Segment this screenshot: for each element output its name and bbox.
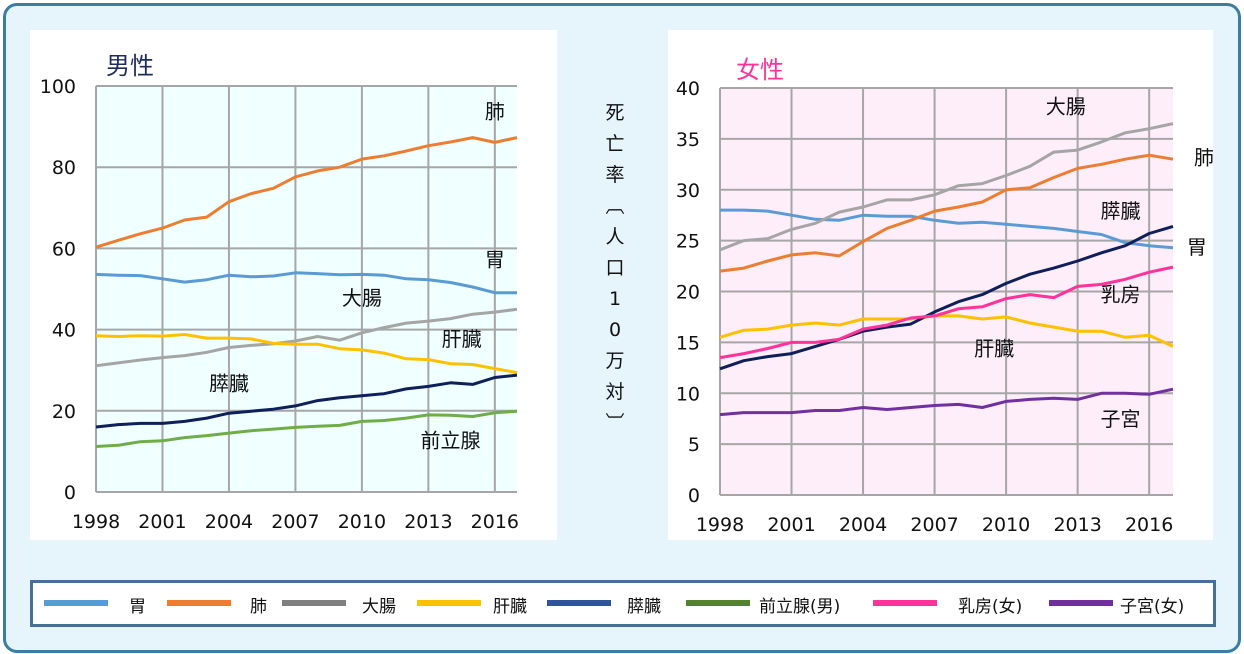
legend-swatch bbox=[282, 600, 346, 606]
legend-label: 乳房(女) bbox=[958, 597, 1023, 617]
x-tick-label: 2001 bbox=[767, 514, 815, 536]
series-annotation: 膵臓 bbox=[209, 372, 249, 396]
x-tick-label: 2010 bbox=[338, 511, 386, 533]
male-chart-panel: 男性 0 20 40 60 80 100 1998 2001 2004 2007 2010 2013 2… bbox=[30, 30, 557, 540]
x-tick-label: 2016 bbox=[471, 511, 519, 533]
series-annotation: 乳房 bbox=[1101, 283, 1141, 307]
y-axis-label-char: 1 bbox=[608, 288, 622, 310]
series-line-前立腺 bbox=[95, 409, 518, 448]
series-line-胃 bbox=[720, 208, 1174, 250]
y-tick-label: 35 bbox=[676, 129, 700, 151]
series-line-肺 bbox=[719, 153, 1174, 273]
legend-label: 子宮(女) bbox=[1120, 597, 1185, 617]
female-chart-title: 女性 bbox=[736, 56, 784, 84]
series-annotation: 肝臓 bbox=[974, 337, 1014, 361]
legend-swatch bbox=[547, 600, 611, 606]
x-tick-label: 2013 bbox=[1053, 514, 1101, 536]
y-axis-label-char: 死 bbox=[605, 102, 625, 124]
y-tick-label: 0 bbox=[64, 482, 76, 504]
y-axis-label-char: 率 bbox=[605, 164, 625, 186]
y-tick-label: 0 bbox=[688, 485, 700, 507]
series-line-乳房 bbox=[719, 265, 1174, 360]
series-annotation: 大腸 bbox=[1046, 94, 1086, 118]
series-annotation: 胃 bbox=[1187, 235, 1207, 259]
legend-label: 肝臓 bbox=[493, 597, 527, 617]
legend-label: 胃 bbox=[129, 597, 146, 617]
y-tick-label: 15 bbox=[676, 332, 700, 354]
series-line-膵臓 bbox=[719, 224, 1174, 371]
y-axis-label-char: 0 bbox=[608, 319, 622, 341]
y-tick-label: 40 bbox=[52, 320, 76, 342]
x-tick-label: 2007 bbox=[271, 511, 319, 533]
series-line-肺 bbox=[95, 136, 518, 249]
y-axis-label-char: 対 bbox=[605, 381, 625, 403]
legend-swatch bbox=[417, 600, 481, 606]
y-axis-label-char: ︺ bbox=[605, 412, 625, 434]
y-tick-label: 10 bbox=[676, 383, 700, 405]
y-axis-label-char: 万 bbox=[605, 350, 625, 372]
x-tick-label: 2004 bbox=[205, 511, 253, 533]
x-tick-label: 2010 bbox=[982, 514, 1030, 536]
y-axis-label-char: 口 bbox=[605, 257, 625, 279]
y-tick-label: 5 bbox=[688, 434, 700, 456]
y-axis-label-char: 亡 bbox=[605, 133, 625, 155]
x-tick-label: 2016 bbox=[1125, 514, 1173, 536]
series-annotation: 肝臓 bbox=[442, 327, 482, 351]
x-tick-label: 2007 bbox=[910, 514, 958, 536]
legend-label: 大腸 bbox=[362, 597, 396, 617]
x-tick-label: 2004 bbox=[839, 514, 887, 536]
x-tick-label: 1998 bbox=[72, 511, 120, 533]
series-line-大腸 bbox=[95, 307, 518, 368]
legend-label: 肺 bbox=[250, 597, 267, 617]
male-chart-svg: 0 20 40 60 80 100 1998 2001 2004 2007 2010 2013 2016… bbox=[40, 76, 519, 533]
x-tick-label: 2013 bbox=[404, 511, 452, 533]
legend-swatch bbox=[873, 600, 937, 606]
series-annotation: 膵臓 bbox=[1101, 199, 1141, 223]
y-tick-label: 100 bbox=[40, 76, 76, 98]
male-chart-title: 男性 bbox=[106, 52, 154, 80]
series-line-膵臓 bbox=[95, 373, 518, 429]
y-tick-label: 40 bbox=[676, 78, 700, 100]
y-tick-label: 30 bbox=[676, 180, 700, 202]
series-annotation: 子宮 bbox=[1101, 407, 1141, 431]
series-annotation: 肺 bbox=[1194, 145, 1213, 169]
female-chart-svg: 0 5 10 15 20 25 30 35 40 1998 2001 2004 2007 2010 2013… bbox=[676, 78, 1213, 536]
legend-label: 前立腺(男) bbox=[759, 597, 841, 617]
y-tick-label: 60 bbox=[52, 238, 76, 260]
legend-swatch bbox=[167, 600, 231, 606]
series-annotation: 大腸 bbox=[342, 286, 382, 310]
series-annotation: 肺 bbox=[485, 99, 505, 123]
legend-swatch bbox=[686, 600, 750, 606]
series-line-胃 bbox=[95, 271, 517, 295]
x-tick-label: 1998 bbox=[696, 514, 744, 536]
series-line-大腸 bbox=[719, 122, 1174, 252]
legend-label: 膵臓 bbox=[627, 597, 661, 617]
x-tick-label: 2001 bbox=[138, 511, 186, 533]
y-tick-label: 25 bbox=[676, 231, 700, 253]
series-line-子宮 bbox=[719, 387, 1174, 417]
series-line-肝臓 bbox=[719, 314, 1174, 348]
y-tick-label: 20 bbox=[676, 282, 700, 304]
y-axis-label-char: 人 bbox=[605, 226, 625, 248]
y-axis-label-char: ︹ bbox=[605, 195, 625, 217]
y-axis-label: 死亡率 ︹ 人口 1 0 万対 ︺ bbox=[600, 98, 630, 439]
legend-swatch bbox=[1049, 600, 1113, 606]
legend: 胃 肺 大腸 肝臓 膵臓 前立腺(男) 乳房(女) 子宮(女) bbox=[30, 580, 1216, 627]
series-annotation: 前立腺 bbox=[421, 428, 481, 452]
y-tick-label: 80 bbox=[52, 157, 76, 179]
series-annotation: 胃 bbox=[485, 248, 505, 272]
y-tick-label: 20 bbox=[52, 401, 76, 423]
legend-swatch bbox=[44, 600, 108, 606]
series-line-肝臓 bbox=[95, 333, 518, 375]
female-chart-panel: 女性 0 5 10 15 20 25 30 35 40 1998 2001 2004 2007 2010 2… bbox=[668, 30, 1213, 540]
